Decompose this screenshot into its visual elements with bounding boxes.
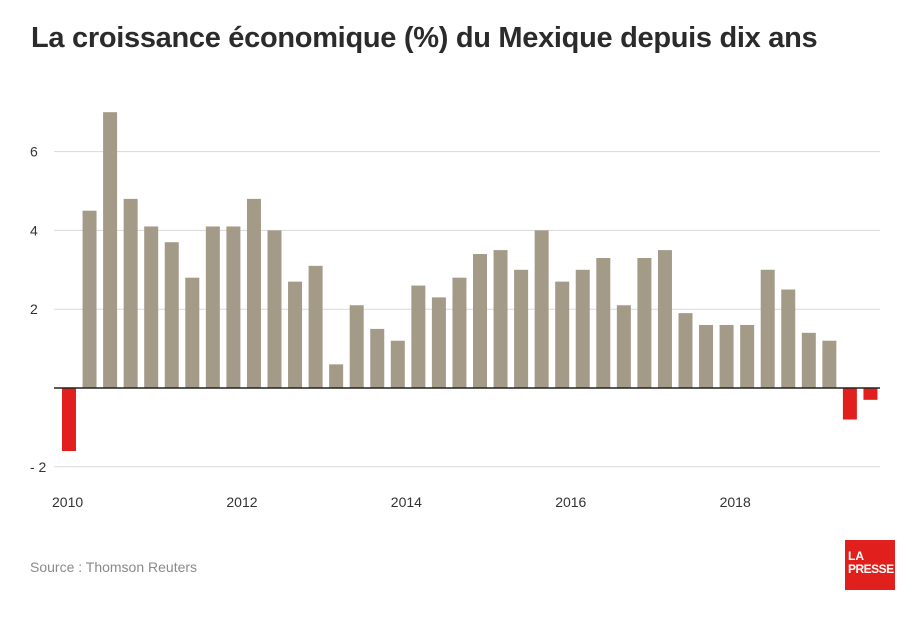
bar-2015-T3 [514,269,529,388]
bar-2017-T1 [637,257,652,388]
bar-2012-T1 [226,226,241,388]
bar-2018-T4 [781,289,796,388]
bar-2017-T4 [699,324,714,388]
bar-2014-T3 [431,297,446,388]
bar-2019-T2 [822,340,837,388]
bar-2015-T1 [473,254,487,388]
bar-2014-T1 [390,340,405,388]
bar-2015-T4 [534,230,549,388]
bar-2010-T3 [103,112,118,388]
y-tick-label: 2 [30,301,38,317]
bar-2016-T1 [555,281,570,388]
x-tick-label: 2010 [52,494,83,510]
x-tick-label: 2012 [226,494,257,510]
bar-2011-T4 [205,226,220,388]
source-note: Source : Thomson Reuters [30,559,198,575]
y-tick-label: 4 [30,222,38,238]
bar-2014-T2 [411,285,426,388]
logo-line-2: PRESSE [848,562,894,576]
bar-2019-T4 [863,388,878,400]
bar-2010-T4 [123,198,138,388]
tick-labels: 6 4 2 - 2 2010 2012 2014 2016 2018 [30,144,751,510]
bar-2018-T1 [719,324,734,388]
bar-2017-T2 [657,250,672,388]
bar-2011-T1 [144,226,159,388]
y-tick-label: 6 [30,144,38,160]
y-tick-label: - 2 [30,459,47,475]
bar-2011-T3 [185,277,200,388]
bar-2013-T4 [370,328,385,388]
bars [62,112,878,452]
bar-2013-T1 [308,265,323,388]
bar-2013-T2 [329,364,344,388]
chart-title: La croissance économique (%) du Mexique … [31,22,818,54]
bar-2016-T2 [575,269,590,388]
bar-2012-T4 [288,281,303,388]
logo-line-1: LA [848,549,864,563]
bar-2013-T3 [349,305,364,388]
bar-2016-T4 [616,305,631,388]
bar-2016-T3 [596,257,611,388]
bar-2010-T1 [62,388,76,452]
bar-2012-T2 [246,198,261,388]
bar-2019-T3 [842,388,857,420]
bar-2010-T2 [82,210,97,388]
bar-2011-T2 [164,242,179,388]
x-tick-label: 2014 [391,494,422,510]
bar-2018-T3 [760,269,775,388]
la-presse-logo: LA PRESSE [845,540,895,590]
bar-2014-T4 [452,277,467,388]
x-tick-label: 2018 [720,494,751,510]
x-tick-label: 2016 [555,494,586,510]
bar-2018-T2 [740,324,755,388]
bar-2019-T1 [801,332,816,388]
bar-2017-T3 [678,313,693,388]
bar-2015-T2 [493,250,508,388]
bar-2012-T3 [267,230,282,388]
